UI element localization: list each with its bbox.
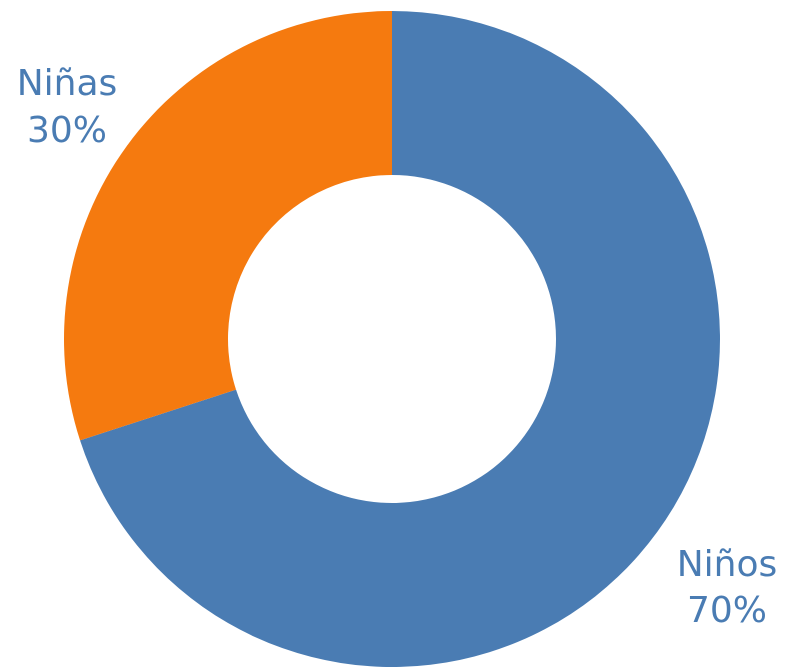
label-ninos-name: Niños (677, 544, 778, 585)
label-ninas-value: 30% (27, 110, 107, 151)
slice-ninos (80, 11, 720, 667)
label-ninos-value: 70% (687, 590, 767, 631)
donut-slices (63, 11, 720, 667)
slice-ninas (63, 11, 393, 441)
label-ninas-name: Niñas (17, 63, 118, 104)
